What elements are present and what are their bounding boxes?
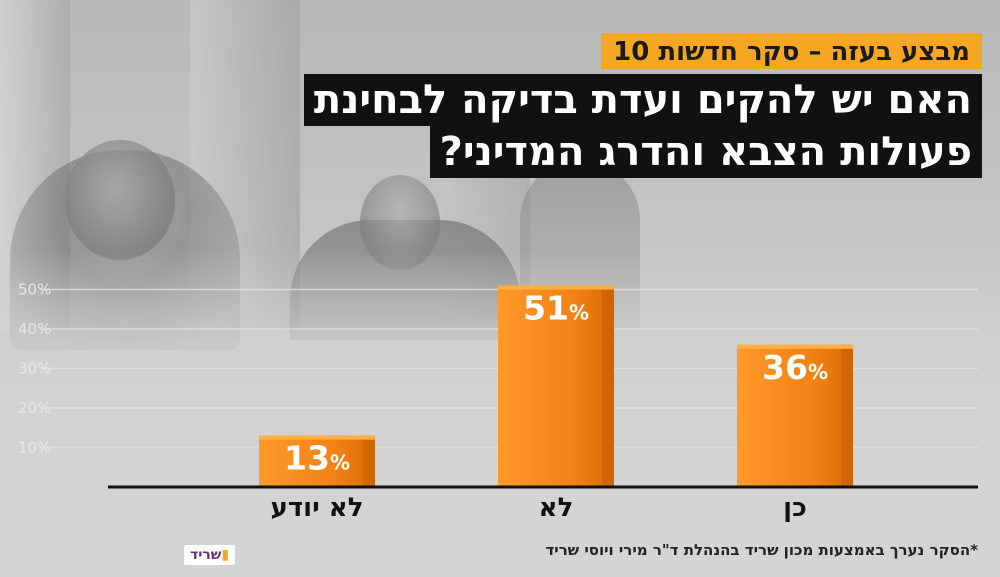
bars: 13% 51% 36% (259, 285, 853, 487)
pollster-logo: ▮שריד (184, 545, 236, 565)
y-tick-label: 40% (18, 320, 51, 338)
bar-shade (841, 344, 853, 487)
y-tick-label: 20% (18, 399, 51, 417)
logo-text: שריד (190, 547, 222, 563)
category-label: כן (783, 493, 807, 523)
bar (259, 435, 375, 487)
y-tick-label: 10% (18, 439, 51, 457)
value-label: 13% (284, 439, 350, 478)
bar-cap (498, 285, 614, 290)
category-label: לא יודע (271, 493, 364, 523)
value-label: 36% (762, 348, 828, 387)
y-axis-tick-labels: 10% 20% 30% 40% 50% (18, 281, 51, 457)
bar-cap (737, 344, 853, 349)
headline-banner: מבצע בעזה – סקר חדשות 10 (601, 33, 982, 69)
category-labels: לא יודע לא כן (271, 493, 807, 523)
footnote: *הסקר נערך באמצעות מכון שריד בהנהלת ד"ר … (545, 541, 978, 559)
bar (498, 285, 614, 487)
category-label: לא (539, 493, 574, 523)
value-label: 51% (523, 289, 589, 328)
bar-cap (259, 435, 375, 440)
y-tick-label: 50% (18, 281, 51, 299)
question-line-2: פעולות הצבא והדרג המדיני? (429, 126, 982, 178)
logo-mark-icon: ▮ (221, 547, 230, 563)
question-line-1: האם יש להקים ועדת בדיקה לבחינת (303, 74, 982, 126)
person-head-left (65, 140, 175, 260)
bar-shade (363, 435, 375, 487)
y-tick-label: 30% (18, 360, 51, 378)
bar (737, 344, 853, 487)
bar-shade (602, 285, 614, 487)
